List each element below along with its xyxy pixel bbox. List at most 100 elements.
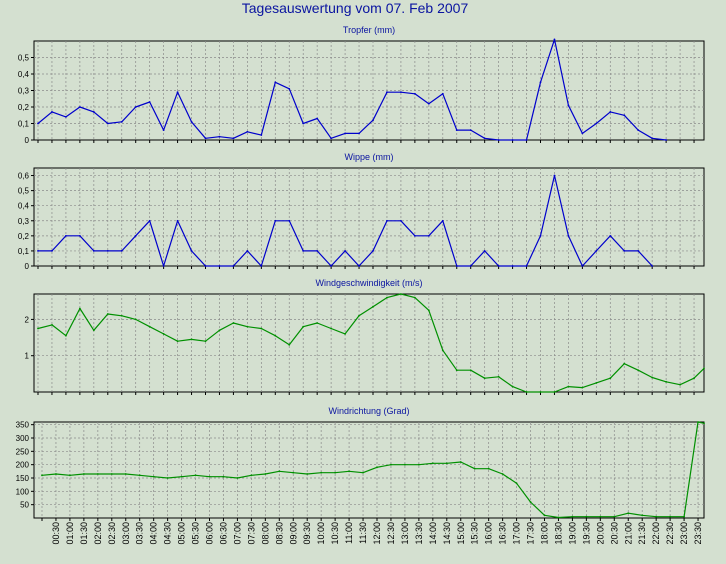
data-point xyxy=(69,474,71,477)
y-tick-label: 0,6 xyxy=(18,172,30,181)
data-point xyxy=(669,515,672,518)
data-point xyxy=(278,470,281,473)
data-point xyxy=(51,111,53,113)
y-tick-label: 300 xyxy=(16,434,30,443)
data-point xyxy=(288,87,291,90)
x-tick-label: 15:30 xyxy=(470,522,480,545)
data-point xyxy=(585,515,588,518)
x-tick-label: 08:30 xyxy=(274,522,284,545)
data-point xyxy=(246,130,249,133)
data-point xyxy=(218,135,221,138)
data-point xyxy=(204,265,207,267)
data-point xyxy=(344,333,346,335)
x-tick-label: 20:30 xyxy=(609,522,619,545)
x-tick-label: 10:30 xyxy=(330,522,340,545)
data-point xyxy=(641,514,644,517)
x-tick-label: 01:30 xyxy=(79,522,89,545)
x-tick-label: 13:00 xyxy=(400,522,410,545)
data-point xyxy=(190,250,193,252)
x-tick-label: 09:30 xyxy=(302,522,312,545)
y-tick-label: 150 xyxy=(16,474,30,483)
data-point xyxy=(232,137,235,140)
data-point xyxy=(651,265,654,267)
data-point xyxy=(693,377,695,380)
y-tick-label: 0,4 xyxy=(18,70,30,79)
data-point xyxy=(110,473,113,475)
data-point xyxy=(162,265,165,267)
data-point xyxy=(679,383,681,386)
x-tick-label: 21:30 xyxy=(637,522,647,545)
x-tick-label: 21:00 xyxy=(623,522,633,545)
x-tick-label: 15:00 xyxy=(456,522,466,545)
data-point xyxy=(274,334,277,337)
data-point xyxy=(413,296,416,299)
data-point xyxy=(613,515,616,518)
data-point xyxy=(134,106,137,108)
x-tick-label: 16:00 xyxy=(484,522,494,545)
x-tick-label: 02:30 xyxy=(107,522,117,545)
data-point xyxy=(459,461,462,463)
y-tick-label: 0,5 xyxy=(18,54,30,63)
data-point xyxy=(344,250,346,252)
data-point xyxy=(413,92,416,95)
data-point xyxy=(372,250,374,252)
data-point xyxy=(260,327,263,330)
data-point xyxy=(525,391,528,393)
data-point xyxy=(553,174,556,177)
data-point xyxy=(264,473,267,475)
data-point xyxy=(595,382,598,384)
x-tick-label: 09:00 xyxy=(288,522,298,545)
data-point xyxy=(316,250,319,252)
data-point xyxy=(417,463,420,466)
panel-title: Tropfer (mm) xyxy=(343,25,395,35)
x-tick-label: 12:00 xyxy=(372,522,382,545)
data-point xyxy=(37,327,39,330)
data-point xyxy=(316,322,319,324)
data-point xyxy=(553,38,556,41)
data-point xyxy=(260,134,263,136)
data-point xyxy=(483,377,486,380)
data-point xyxy=(386,91,388,94)
data-point xyxy=(455,369,458,372)
data-point xyxy=(427,102,430,105)
data-point xyxy=(567,104,570,107)
data-point xyxy=(445,462,448,465)
data-point xyxy=(176,91,179,94)
data-point xyxy=(166,477,169,479)
y-tick-label: 0,5 xyxy=(18,187,30,196)
data-point xyxy=(581,265,584,267)
data-point xyxy=(539,234,542,237)
data-point xyxy=(539,81,542,84)
data-point xyxy=(250,474,253,477)
main-title: Tagesauswertung vom 07. Feb 2007 xyxy=(242,0,469,16)
data-point xyxy=(152,475,155,478)
data-point xyxy=(82,473,85,475)
data-point xyxy=(683,515,685,518)
data-point xyxy=(404,463,406,466)
data-point xyxy=(306,473,309,475)
y-tick-label: 0,2 xyxy=(18,103,30,112)
y-tick-label: 0,4 xyxy=(18,202,30,211)
data-point xyxy=(553,391,556,393)
x-tick-label: 14:30 xyxy=(442,522,452,545)
data-point xyxy=(92,329,95,332)
data-point xyxy=(176,219,179,222)
data-point xyxy=(55,473,57,475)
x-tick-label: 03:30 xyxy=(135,522,145,545)
y-tick-label: 0,3 xyxy=(18,217,30,226)
data-point xyxy=(218,265,221,267)
data-point xyxy=(292,471,295,474)
x-tick-label: 23:00 xyxy=(679,522,689,545)
x-tick-label: 11:00 xyxy=(344,522,354,544)
data-point xyxy=(372,305,374,308)
chart-windrichtung: Windrichtung (Grad) 50 100 150 200 250 300 350 xyxy=(16,406,705,521)
data-point xyxy=(302,250,305,252)
data-point xyxy=(358,265,360,267)
data-point xyxy=(124,473,127,475)
data-point xyxy=(204,137,207,140)
data-point xyxy=(473,467,476,470)
data-point xyxy=(65,116,67,118)
data-point xyxy=(567,385,570,388)
data-point xyxy=(274,219,277,222)
x-tick-label: 07:00 xyxy=(232,522,242,545)
